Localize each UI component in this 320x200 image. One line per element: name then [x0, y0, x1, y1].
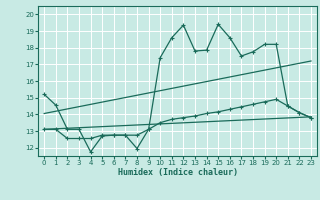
- X-axis label: Humidex (Indice chaleur): Humidex (Indice chaleur): [118, 168, 238, 177]
